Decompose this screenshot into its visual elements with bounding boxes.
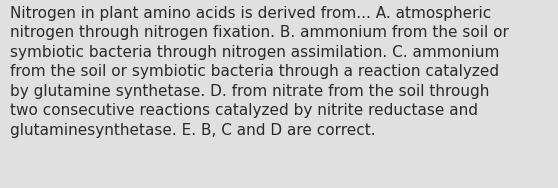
- Text: Nitrogen in plant amino acids is derived from... A. atmospheric
nitrogen through: Nitrogen in plant amino acids is derived…: [10, 6, 509, 138]
